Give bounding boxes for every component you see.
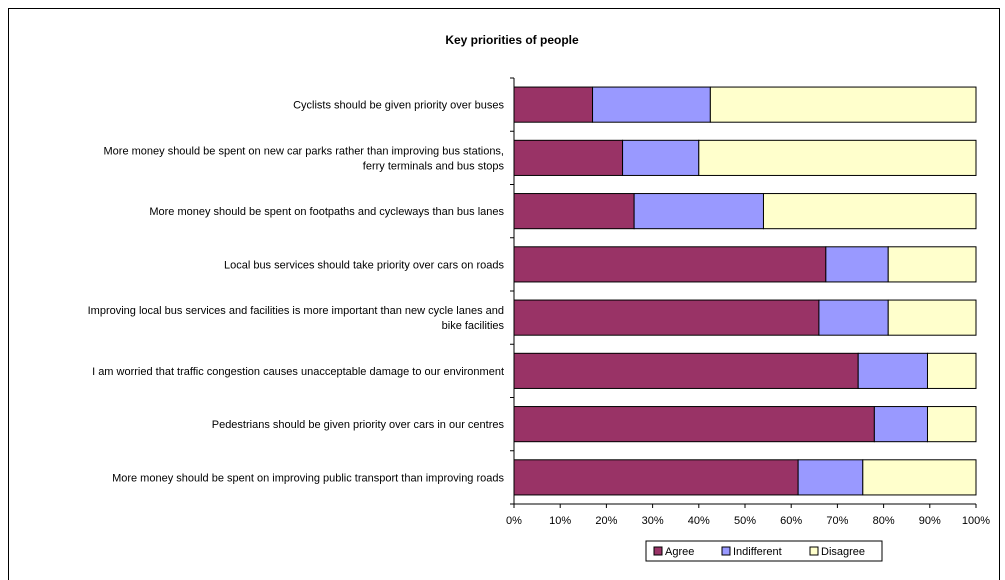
category-label: bike facilities (442, 320, 505, 332)
bar-indifferent (633, 193, 764, 230)
bar-agree (513, 352, 859, 389)
legend-label-indifferent: Indifferent (733, 546, 782, 558)
bar-indifferent (797, 459, 864, 496)
category-label: Improving local bus services and facilit… (88, 305, 504, 317)
bar-agree (513, 193, 635, 230)
bar-agree (513, 246, 827, 283)
legend-swatch-indifferent (721, 546, 731, 556)
category-label: More money should be spent on footpaths … (149, 206, 504, 218)
bar-disagree (926, 352, 977, 389)
category-label: Local bus services should take priority … (224, 259, 505, 271)
bar-disagree (762, 193, 977, 230)
bar-indifferent (592, 86, 711, 123)
x-tick-label: 20% (595, 515, 617, 527)
x-tick-label: 50% (734, 515, 756, 527)
category-label: Pedestrians should be given priority ove… (212, 419, 505, 431)
bar-agree (513, 139, 624, 176)
bar-agree (513, 406, 875, 443)
x-tick-label: 100% (962, 515, 990, 527)
chart-title: Key priorities of people (445, 33, 579, 47)
x-tick-label: 30% (642, 515, 664, 527)
category-label: I am worried that traffic congestion cau… (92, 366, 504, 378)
legend-label-agree: Agree (665, 546, 694, 558)
x-tick-label: 70% (826, 515, 848, 527)
bar-disagree (887, 246, 977, 283)
bar-indifferent (622, 139, 700, 176)
bar-disagree (862, 459, 977, 496)
legend-box (645, 540, 883, 562)
bar-disagree (698, 139, 977, 176)
x-tick-label: 80% (873, 515, 895, 527)
bar-agree (513, 459, 799, 496)
legend-label-disagree: Disagree (821, 546, 865, 558)
category-label: More money should be spent on new car pa… (104, 145, 505, 157)
x-tick-label: 60% (780, 515, 802, 527)
legend: Agree Indifferent Disagree (645, 540, 883, 562)
legend-swatch-disagree (809, 546, 819, 556)
chart-frame (8, 8, 1000, 580)
x-tick-label: 0% (506, 515, 522, 527)
bar-indifferent (825, 246, 889, 283)
bar-indifferent (857, 352, 928, 389)
bar-indifferent (873, 406, 928, 443)
category-label: More money should be spent on improving … (112, 472, 504, 484)
bar-agree (513, 86, 594, 123)
x-tick-label: 10% (549, 515, 571, 527)
category-label: Cyclists should be given priority over b… (293, 100, 504, 112)
bar-disagree (926, 406, 977, 443)
category-label: ferry terminals and bus stops (363, 160, 505, 172)
bar-indifferent (818, 299, 889, 336)
bar-disagree (887, 299, 977, 336)
bar-agree (513, 299, 820, 336)
legend-swatch-agree (653, 546, 663, 556)
x-tick-label: 40% (688, 515, 710, 527)
x-tick-label: 90% (919, 515, 941, 527)
plot-area: 0% 10% 20% 30% 40% 50% 60% 70% 80% 90% 100% Cyclist… (88, 77, 990, 527)
bar-disagree (709, 86, 977, 123)
